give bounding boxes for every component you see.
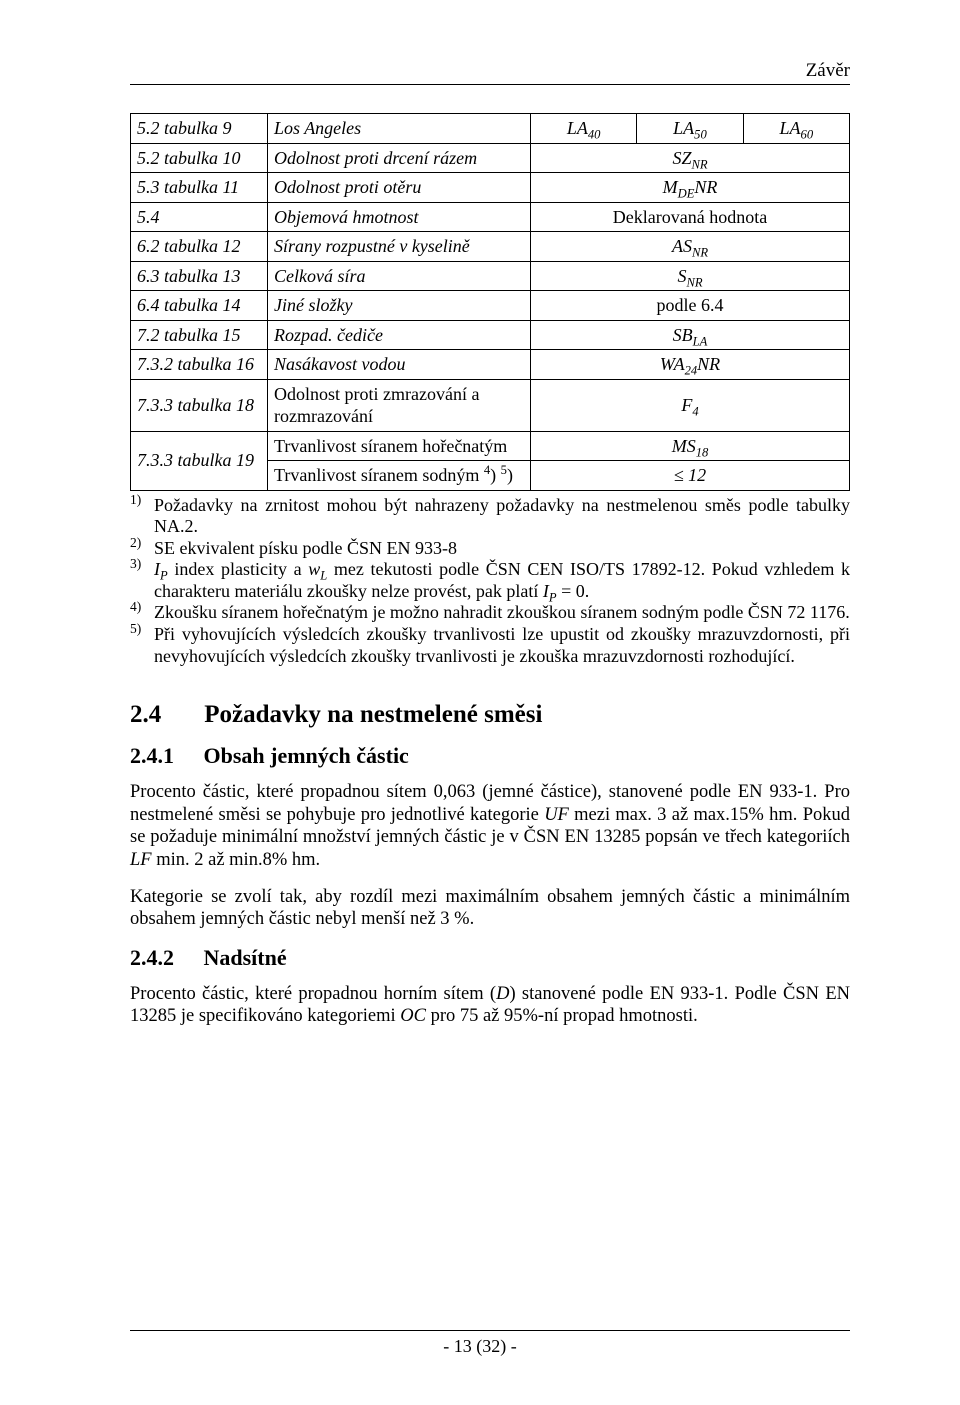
row-value: SNR (531, 261, 850, 291)
paragraph: Kategorie se zvolí tak, aby rozdíl mezi … (130, 886, 850, 931)
row-value: ASNR (531, 232, 850, 262)
row-property: Odolnost proti otěru (268, 173, 531, 203)
footnote-marker: 1) (130, 495, 154, 517)
table-row: 5.2 tabulka 9Los AngelesLA40LA50LA60 (131, 114, 850, 144)
row-ref: 7.3.3 tabulka 18 (131, 379, 268, 431)
row-value: podle 6.4 (531, 291, 850, 321)
footnote-text: Při vyhovujících výsledcích zkoušky trva… (154, 624, 850, 667)
footnote-marker: 3) (130, 559, 154, 581)
row-ref: 6.2 tabulka 12 (131, 232, 268, 262)
row-ref: 7.3.3 tabulka 19 (131, 431, 268, 490)
row-property: Jiné složky (268, 291, 531, 321)
row-value: LA60 (743, 114, 849, 144)
footnote-text: SE ekvivalent písku podle ČSN EN 933-8 (154, 538, 850, 560)
paragraph: Procento částic, které propadnou horním … (130, 983, 850, 1028)
row-ref: 5.2 tabulka 10 (131, 143, 268, 173)
footnote: 1)Požadavky na zrnitost mohou být nahraz… (130, 495, 850, 538)
subsection-number: 2.4.1 (130, 743, 198, 769)
row-ref: 7.3.2 tabulka 16 (131, 350, 268, 380)
row-ref: 7.2 tabulka 15 (131, 320, 268, 350)
subsection-2-4-2: 2.4.2 Nadsítné (130, 945, 850, 971)
page-number: - 13 (32) - (443, 1336, 516, 1356)
header-label: Závěr (806, 60, 850, 81)
footnote: 3)IP index plasticity a wL mez tekutosti… (130, 559, 850, 602)
row-property: Nasákavost vodou (268, 350, 531, 380)
section-title: Požadavky na nestmelené směsi (204, 701, 542, 728)
row-ref: 6.4 tabulka 14 (131, 291, 268, 321)
row-property: Sírany rozpustné v kyselině (268, 232, 531, 262)
footnote-marker: 5) (130, 624, 154, 646)
row-property: Los Angeles (268, 114, 531, 144)
table-row: 5.2 tabulka 10Odolnost proti drcení ráze… (131, 143, 850, 173)
row-value: SZNR (531, 143, 850, 173)
row-ref: 5.2 tabulka 9 (131, 114, 268, 144)
row-value: F4 (531, 379, 850, 431)
table-row: 7.2 tabulka 15Rozpad. čedičeSBLA (131, 320, 850, 350)
row-ref: 5.3 tabulka 11 (131, 173, 268, 203)
table-row: 6.2 tabulka 12Sírany rozpustné v kyselin… (131, 232, 850, 262)
table-row: 6.4 tabulka 14Jiné složkypodle 6.4 (131, 291, 850, 321)
section-2-4: 2.4 Požadavky na nestmelené směsi (130, 701, 850, 729)
subsection-title: Nadsítné (204, 945, 287, 970)
paragraph: Procento částic, které propadnou sítem 0… (130, 781, 850, 871)
subsection-number: 2.4.2 (130, 945, 198, 971)
row-property: Trvanlivost síranem hořečnatým (268, 431, 531, 461)
header-rule (130, 84, 850, 85)
page-header: Závěr (130, 60, 850, 85)
row-property: Celková síra (268, 261, 531, 291)
row-value: MS18 (531, 431, 850, 461)
page-footer: - 13 (32) - (0, 1336, 960, 1357)
footnote-text: Zkoušku síranem hořečnatým je možno nahr… (154, 602, 850, 624)
table-row: 7.3.3 tabulka 19Trvanlivost síranem hoře… (131, 431, 850, 461)
table-row: 5.3 tabulka 11Odolnost proti otěruMDENR (131, 173, 850, 203)
row-ref: 6.3 tabulka 13 (131, 261, 268, 291)
row-value: ≤ 12 (531, 461, 850, 491)
subsection-title: Obsah jemných částic (204, 743, 409, 768)
table-body: 5.2 tabulka 9Los AngelesLA40LA50LA605.2 … (131, 114, 850, 491)
footnotes: 1)Požadavky na zrnitost mohou být nahraz… (130, 495, 850, 668)
row-value: LA40 (531, 114, 637, 144)
row-value: MDENR (531, 173, 850, 203)
row-value: Deklarovaná hodnota (531, 202, 850, 232)
table-row: 6.3 tabulka 13Celková síraSNR (131, 261, 850, 291)
row-value: LA50 (637, 114, 743, 144)
subsection-2-4-1: 2.4.1 Obsah jemných částic (130, 743, 850, 769)
footer-rule (130, 1330, 850, 1331)
row-value: SBLA (531, 320, 850, 350)
requirements-table: 5.2 tabulka 9Los AngelesLA40LA50LA605.2 … (130, 113, 850, 491)
footnote: 5)Při vyhovujících výsledcích zkoušky tr… (130, 624, 850, 667)
footnote: 4)Zkoušku síranem hořečnatým je možno na… (130, 602, 850, 624)
row-value: WA24NR (531, 350, 850, 380)
section-number: 2.4 (130, 701, 198, 729)
row-ref: 5.4 (131, 202, 268, 232)
row-property: Odolnost proti zmrazování a rozmrazování (268, 379, 531, 431)
table-row: 7.3.3 tabulka 18Odolnost proti zmrazován… (131, 379, 850, 431)
footnote: 2)SE ekvivalent písku podle ČSN EN 933-8 (130, 538, 850, 560)
table-row: 5.4Objemová hmotnostDeklarovaná hodnota (131, 202, 850, 232)
footnote-text: Požadavky na zrnitost mohou být nahrazen… (154, 495, 850, 538)
row-property: Rozpad. čediče (268, 320, 531, 350)
row-property: Trvanlivost síranem sodným 4) 5) (268, 461, 531, 491)
table-row: 7.3.2 tabulka 16Nasákavost vodouWA24NR (131, 350, 850, 380)
row-property: Objemová hmotnost (268, 202, 531, 232)
row-property: Odolnost proti drcení rázem (268, 143, 531, 173)
footnote-text: IP index plasticity a wL mez tekutosti p… (154, 559, 850, 602)
